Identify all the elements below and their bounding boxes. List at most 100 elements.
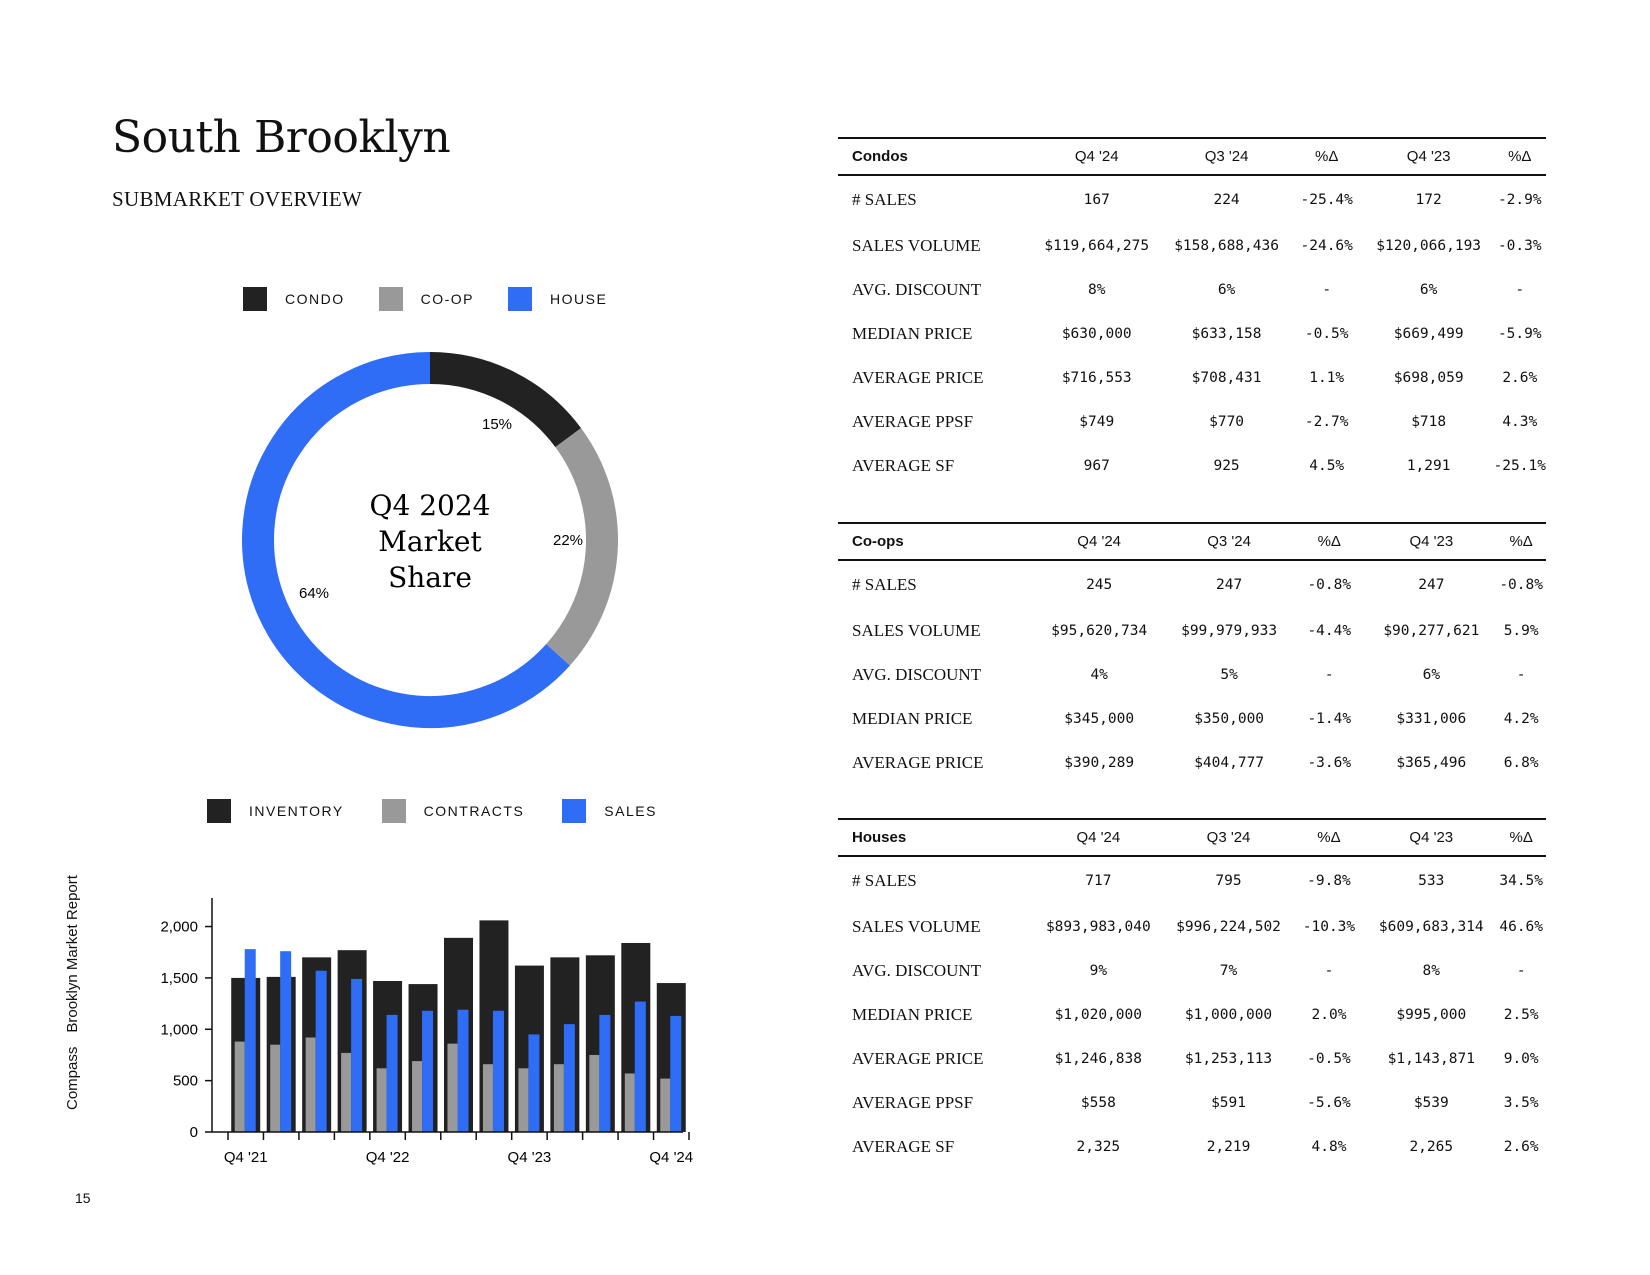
column-header: Q4 '24 [1032,522,1167,561]
table-row: MEDIAN PRICE $345,000 $350,000 -1.4% $331,00… [838,697,1546,741]
table-row: # SALES 717 795 -9.8% 533 34.5% [838,856,1546,905]
donut-slice-coop [545,428,618,666]
column-header: Q4 '23 [1363,137,1494,176]
row-label: AVERAGE PRICE [852,368,984,387]
table-cell: -0.8% [1307,577,1352,593]
table-cell: $95,620,734 [1051,623,1148,639]
table-cell: $633,158 [1191,326,1262,342]
column-header: %Δ [1292,522,1367,561]
table-cell: $996,224,502 [1176,919,1281,935]
table-header-row: Houses Q4 '24 Q3 '24 %Δ Q4 '23 %Δ [838,818,1546,857]
bar-inventory [550,957,580,1132]
row-label: # SALES [852,190,917,209]
table-cell: $404,777 [1194,755,1265,771]
table-cell: 5% [1220,667,1238,683]
x-tick-label: Q4 '22 [366,1149,410,1166]
legend-item-sales: SALES [562,799,657,823]
table-cell: 1.1% [1309,370,1345,386]
table-cell: $120,066,193 [1376,238,1482,254]
table-cell: $1,246,838 [1054,1051,1142,1067]
table-cell: $1,000,000 [1184,1007,1273,1023]
y-tick-label: 2,000 [160,919,198,936]
y-tick-label: 1,000 [160,1021,198,1038]
table-cell: - [1516,963,1526,979]
column-header: %Δ [1493,137,1546,176]
table-cell: -10.3% [1302,919,1356,935]
x-tick-label: Q4 '24 [649,1149,693,1166]
table-cell: 2,325 [1076,1139,1121,1155]
table-row: AVERAGE PRICE $716,553 $708,431 1.1% $698,05… [838,356,1546,400]
table-cell: $609,683,314 [1378,919,1484,935]
table-row: AVERAGE PRICE $390,289 $404,777 -3.6% $365,4… [838,741,1546,785]
legend-item-contracts: CONTRACTS [381,799,525,823]
table-cell: $749 [1079,414,1115,430]
brand-name: Compass [64,1046,81,1110]
bar-inventory [514,965,544,1132]
bar-sales [634,1001,646,1132]
legend-swatch-contracts [381,799,406,823]
table-cell: - [1322,282,1332,298]
row-label: SALES VOLUME [852,236,981,255]
table-cell: $718 [1411,414,1447,430]
bar-contracts [553,1064,564,1132]
legend-label-inventory: INVENTORY [249,803,344,819]
table-cell: 172 [1415,192,1442,208]
column-header: Q4 '24 [1031,818,1166,857]
table-cell: $345,000 [1064,711,1135,727]
table-cell: 967 [1083,458,1110,474]
table-cell: 46.6% [1499,919,1544,935]
bar-inventory [585,955,615,1132]
table-header-row: Condos Q4 '24 Q3 '24 %Δ Q4 '23 %Δ [838,137,1546,176]
table-cell: 1,291 [1406,458,1451,474]
table-cell: 2.6% [1502,370,1538,386]
legend-label-coop: CO-OP [420,291,475,307]
bar-contracts [412,1061,423,1132]
table-cell: 2.6% [1503,1139,1539,1155]
table-row: MEDIAN PRICE $1,020,000 $1,000,000 2.0% $995… [838,993,1546,1037]
table-cell: 4.2% [1503,711,1539,727]
page-subtitle: SUBMARKET OVERVIEW [112,187,363,211]
table-cell: 795 [1215,873,1242,889]
row-label: MEDIAN PRICE [852,324,973,343]
table-cell: $716,553 [1061,370,1132,386]
legend-item-coop: CO-OP [378,287,475,311]
houses-table: Houses Q4 '24 Q3 '24 %Δ Q4 '23 %Δ # SALES 717 79… [838,818,1546,1169]
bar-contracts [376,1068,387,1132]
legend-swatch-coop [378,287,403,311]
bar-sales [386,1014,398,1132]
row-label: SALES VOLUME [852,917,981,936]
table-row: SALES VOLUME $95,620,734 $99,979,933 -4.4% $… [838,609,1546,653]
table-cell: -9.8% [1307,873,1351,889]
table-cell: 4.8% [1311,1139,1347,1155]
legend-item-condo: CONDO [243,287,345,311]
legend-swatch-house [508,287,533,311]
legend-label-condo: CONDO [285,291,345,307]
table-cell: 2,219 [1206,1139,1251,1155]
table-cell: 7% [1219,963,1238,979]
legend-item-house: HOUSE [508,287,607,311]
table-cell: $669,499 [1393,326,1464,342]
table-cell: $158,688,436 [1174,238,1279,254]
column-header: %Δ [1289,137,1364,176]
row-label: # SALES [852,871,917,890]
table-header-row: Co-ops Q4 '24 Q3 '24 %Δ Q4 '23 %Δ [838,522,1546,561]
bar-sales [280,951,292,1132]
table-cell: 6% [1422,667,1441,683]
bar-sales [457,1009,469,1132]
side-label: Compass Brooklyn Market Report [64,875,81,1110]
table-cell: $630,000 [1061,326,1132,342]
table-cell: -5.6% [1307,1095,1351,1111]
table-row: # SALES 167 224 -25.4% 172 -2.9% [838,175,1546,224]
legend-label-sales: SALES [604,803,657,819]
table-cell: 4% [1090,667,1108,683]
row-label: AVG. DISCOUNT [852,665,982,684]
table-cell: - [1516,667,1526,683]
bar-inventory [479,920,509,1132]
table-cell: $698,059 [1393,370,1464,386]
bar-inventory [621,942,651,1132]
legend-item-inventory: INVENTORY [207,799,344,823]
column-header: Q3 '24 [1166,522,1293,561]
y-tick-label: 500 [173,1073,198,1090]
bar-contracts [482,1064,493,1132]
table-cell: - [1515,282,1525,298]
